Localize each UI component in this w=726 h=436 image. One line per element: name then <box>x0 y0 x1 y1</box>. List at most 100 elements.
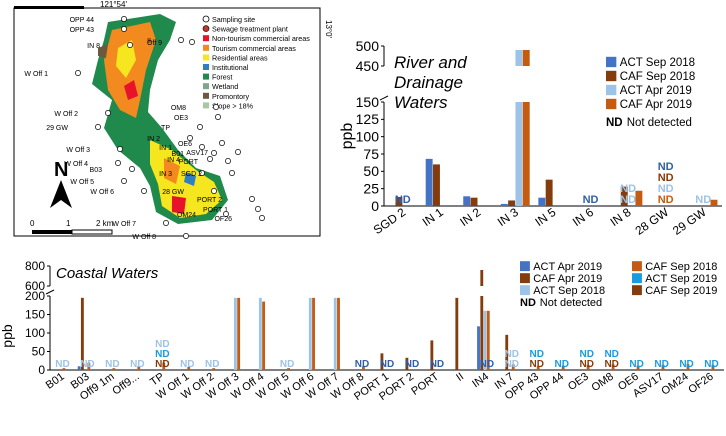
coastal-nd-w-off-5-1: ND <box>280 359 294 370</box>
site-label-tp: TP <box>161 125 170 132</box>
site-label-opp-43: OPP 43 <box>70 27 94 34</box>
site-marker-29-gw <box>95 124 101 130</box>
coastal-nd-in-7-1: ND <box>505 359 519 370</box>
river-chart-title-line1: River and <box>394 53 467 72</box>
river-legend-label-caf-apr-2019-3: CAF Apr 2019 <box>620 99 692 111</box>
site-marker-w-off-3 <box>117 146 123 152</box>
legend-symbol-tourism-commercial-areas <box>203 44 209 51</box>
legend-label-slope-18: Slope > 18% <box>212 101 254 110</box>
river-legend-label-act-sep-2018-0: ACT Sep 2018 <box>620 57 695 69</box>
river-bar-in-8-caf-sep-2018 <box>620 186 628 206</box>
river-bar-upper-in-3-caf-apr-2019 <box>522 50 530 66</box>
site-label-port-2: PORT 2 <box>197 197 222 204</box>
coastal-ytick-label-600: 600 <box>25 279 45 293</box>
site-marker-port-2 <box>249 196 255 202</box>
river-bar-in-3-caf-sep-2018 <box>508 200 516 206</box>
coastal-legend-swatch-act-apr-2019-0 <box>520 261 530 272</box>
site-label-off-9: Off 9 <box>147 40 162 47</box>
coastal-bar-in4-act-sep-2018 <box>483 310 487 370</box>
scale-bar: 0 1 2 km <box>30 219 114 235</box>
river-ytick-label-450: 450 <box>356 58 380 74</box>
coastal-bar-off9-caf-sep-2018 <box>137 366 141 370</box>
river-y-label: ppb <box>339 123 356 150</box>
site-label-w-off-8: W Off 8 <box>132 234 156 241</box>
promontory-area <box>98 44 108 58</box>
river-nd-in-6-1: ND <box>583 194 599 206</box>
river-bar-in-8-caf-apr-2019 <box>635 190 643 206</box>
coastal-ytick-label-200: 200 <box>25 289 45 303</box>
site-marker-port-1 <box>255 206 261 212</box>
site-marker-w-off-7 <box>163 220 169 226</box>
legend-label-promontory: Promontory <box>212 92 250 101</box>
legend-label-sampling-site: Sampling site <box>212 15 255 24</box>
coastal-bar-of26-caf-sep-2018 <box>711 364 715 370</box>
site-label-29-gw: 29 GW <box>46 125 68 132</box>
scale-zero: 0 <box>30 219 35 228</box>
coastal-bar-w-off-3-caf-sep-2018 <box>237 297 241 370</box>
coastal-nd-off9-1m-1: ND <box>105 359 119 370</box>
coastal-bar-w-off-7-act-sep-2018 <box>333 297 337 370</box>
coastal-nd-om8-1: ND <box>604 359 618 370</box>
coastal-legend-swatch-act-sep-2018-2 <box>520 285 530 296</box>
coastal-bar-in4-caf-sep-2018 <box>486 310 490 370</box>
study-area-map: 121°54' 13°0' Sampling site Sewage treatm… <box>0 0 336 248</box>
river-ytick-label-50: 50 <box>363 163 379 179</box>
site-label-in-1: IN 1 <box>159 145 172 152</box>
site-label-in-2: IN 2 <box>147 136 160 143</box>
legend-label-residential-areas: Residential areas <box>212 53 268 62</box>
site-label-w-off-7: W Off 7 <box>112 221 136 228</box>
river-nd-in-8-1: ND <box>620 194 636 206</box>
coastal-ytick-label-150: 150 <box>25 308 45 322</box>
coastal-legend-label-caf-sep-2019-5: CAF Sep 2019 <box>645 285 717 297</box>
river-bar-in-3-caf-apr-2019 <box>522 102 530 206</box>
coastal-y-label: ppb <box>0 324 15 348</box>
site-marker-in-1 <box>199 144 205 150</box>
coastal-bar-in4-caf-apr-2019 <box>480 296 484 370</box>
river-nd-in-8-2: ND <box>620 183 636 195</box>
river-chart-title-line2: Drainage <box>394 73 463 92</box>
coastal-category-om8: OM8 <box>589 371 615 395</box>
legend-symbol-forest <box>203 73 209 80</box>
river-ytick-label-100: 100 <box>356 129 380 145</box>
river-bar-in-3-act-sep-2018 <box>500 203 508 206</box>
legend-label-sewage-treatment-plant: Sewage treatment plant <box>212 25 288 34</box>
site-marker-oe6 <box>219 140 225 146</box>
coastal-nd-b03-1: ND <box>80 359 94 370</box>
site-marker-w-off-6 <box>141 188 147 194</box>
site-label-of26: OF26 <box>214 216 232 223</box>
site-label-b03: B03 <box>90 167 103 174</box>
coastal-bar-off9-1m-caf-sep-2018 <box>112 368 116 370</box>
river-ytick-label-0: 0 <box>371 198 379 214</box>
coastal-bar-w-off-8-caf-sep-2018 <box>362 366 365 370</box>
coastal-nd-port-2-1: ND <box>405 359 419 370</box>
coastal-bar-w-off-4-caf-sep-2018 <box>262 301 266 370</box>
scale-bar-black <box>32 230 72 234</box>
legend-label-wetland: Wetland <box>212 82 238 91</box>
coastal-nd-w-off-2-1: ND <box>205 359 219 370</box>
coastal-category-oe3: OE3 <box>566 371 591 393</box>
institutional-area <box>184 172 196 186</box>
coastal-bar-asv17-caf-sep-2018 <box>661 364 665 370</box>
coastal-bar-w-off-4-act-sep-2018 <box>258 297 262 370</box>
site-marker-asv17 <box>235 149 241 155</box>
site-label-b01: B01 <box>172 151 185 158</box>
river-ytick-label-25: 25 <box>363 181 379 197</box>
coastal-category-b01: B01 <box>44 371 67 392</box>
north-arrow-icon <box>50 180 72 208</box>
coastal-nd-opp-43-1: ND <box>530 359 544 370</box>
coastal-bar-b01-caf-sep-2018 <box>62 368 66 370</box>
site-marker-w-off-2 <box>105 110 111 116</box>
coastal-bar-w-off-3-act-sep-2018 <box>233 297 237 370</box>
scale-one: 1 <box>66 219 71 228</box>
river-category-in-5: IN 5 <box>532 205 558 229</box>
river-bar-in-1-caf-sep-2018 <box>433 164 440 206</box>
river-ytick-label-125: 125 <box>356 111 380 127</box>
river-nd-28-gw-3: ND <box>658 172 674 184</box>
commercial-area-south <box>172 196 186 214</box>
coastal-nd-in4-1: ND <box>480 359 494 370</box>
coastal-bar-w-off-6-act-sep-2018 <box>308 297 312 370</box>
commercial-area-north <box>124 80 138 100</box>
